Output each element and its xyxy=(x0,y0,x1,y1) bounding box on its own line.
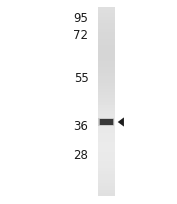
Bar xyxy=(98,99,115,102)
Bar xyxy=(98,45,115,49)
Bar xyxy=(98,124,115,127)
Bar xyxy=(98,118,115,121)
Text: 72: 72 xyxy=(73,29,88,42)
Bar xyxy=(98,139,115,143)
Bar xyxy=(98,71,115,74)
Bar xyxy=(98,114,115,118)
Bar xyxy=(98,111,115,114)
Bar xyxy=(98,108,115,111)
Bar xyxy=(98,67,115,71)
Bar xyxy=(98,146,115,149)
Bar xyxy=(98,58,115,61)
Bar xyxy=(98,171,115,174)
Bar xyxy=(98,130,115,133)
Bar xyxy=(98,42,115,46)
Bar xyxy=(98,167,115,171)
Bar xyxy=(98,55,115,58)
Text: 95: 95 xyxy=(74,12,88,25)
Bar xyxy=(98,61,115,64)
Bar xyxy=(98,33,115,36)
Bar xyxy=(98,11,115,14)
Bar xyxy=(98,161,115,165)
Bar xyxy=(98,158,115,161)
Bar xyxy=(98,127,115,130)
Bar xyxy=(98,193,115,196)
Bar xyxy=(98,52,115,55)
Bar xyxy=(98,92,115,96)
Bar xyxy=(98,155,115,158)
Bar xyxy=(98,8,115,11)
Bar xyxy=(99,120,113,125)
Bar xyxy=(98,136,115,140)
Bar xyxy=(98,105,115,108)
Bar xyxy=(98,89,115,93)
Bar xyxy=(98,149,115,152)
Bar xyxy=(98,14,115,18)
Bar xyxy=(98,142,115,146)
Bar xyxy=(98,164,115,168)
Bar xyxy=(98,174,115,177)
Text: 55: 55 xyxy=(74,72,88,85)
Bar xyxy=(98,177,115,180)
Bar xyxy=(98,24,115,27)
Bar xyxy=(98,186,115,190)
Bar xyxy=(98,74,115,77)
Bar xyxy=(98,133,115,136)
Bar xyxy=(98,30,115,33)
Bar xyxy=(98,80,115,83)
Bar xyxy=(98,102,115,105)
Bar xyxy=(98,121,115,124)
Text: 28: 28 xyxy=(74,149,88,162)
Bar xyxy=(98,183,115,186)
Bar xyxy=(98,20,115,24)
Bar xyxy=(98,83,115,86)
Bar xyxy=(98,189,115,193)
Polygon shape xyxy=(118,118,124,127)
Bar xyxy=(98,118,114,126)
Bar xyxy=(99,119,114,126)
Bar xyxy=(98,86,115,90)
Text: 36: 36 xyxy=(74,119,88,132)
Bar xyxy=(98,95,115,99)
Bar xyxy=(98,8,115,196)
Bar xyxy=(98,49,115,52)
Bar xyxy=(98,152,115,155)
Bar xyxy=(98,180,115,183)
Bar xyxy=(98,36,115,39)
Bar xyxy=(98,17,115,21)
Bar xyxy=(98,77,115,80)
Bar xyxy=(98,27,115,30)
Bar xyxy=(98,64,115,68)
Bar xyxy=(98,39,115,43)
